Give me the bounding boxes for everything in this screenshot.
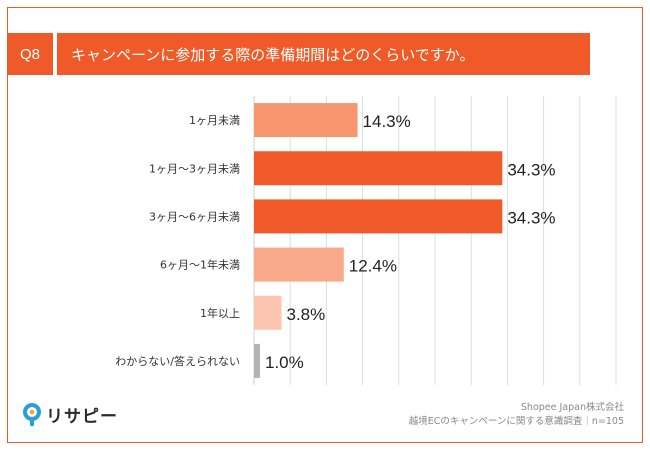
- value-label: 34.3%: [507, 208, 555, 227]
- bar: [254, 199, 503, 234]
- source-note: Shopee Japan株式会社 越境ECのキャンペーンに関する意識調査｜n=1…: [409, 401, 624, 429]
- bar: [254, 151, 503, 186]
- category-label: 1年以上: [200, 306, 240, 320]
- value-label: 12.4%: [349, 257, 397, 276]
- question-title: キャンペーンに参加する際の準備期間はどのくらいですか。: [57, 33, 590, 75]
- category-label: 3ヶ月〜6ヶ月未満: [149, 210, 240, 223]
- source-company: Shopee Japan株式会社: [520, 402, 624, 413]
- category-label: 1ヶ月〜3ヶ月未満: [149, 162, 240, 175]
- bar: [254, 247, 344, 282]
- bar: [254, 343, 260, 378]
- value-label: 14.3%: [363, 112, 411, 131]
- logo-text: リサピー: [46, 407, 118, 427]
- value-label: 34.3%: [507, 160, 555, 179]
- question-number-badge: [7, 33, 53, 75]
- question-number: Q8: [19, 45, 40, 63]
- source-survey: 越境ECのキャンペーンに関する意識調査｜n=105: [408, 416, 624, 427]
- risapy-logo: リサピー: [22, 402, 118, 427]
- category-label: わからない/答えられない: [115, 354, 240, 368]
- value-label: 3.8%: [287, 305, 326, 324]
- value-label: 1.0%: [265, 353, 304, 372]
- bar: [254, 295, 282, 330]
- category-label: 1ヶ月未満: [189, 114, 240, 127]
- bar: [254, 103, 358, 138]
- category-label: 6ヶ月〜1年未満: [160, 258, 240, 272]
- risapy-logo-icon: [23, 402, 41, 426]
